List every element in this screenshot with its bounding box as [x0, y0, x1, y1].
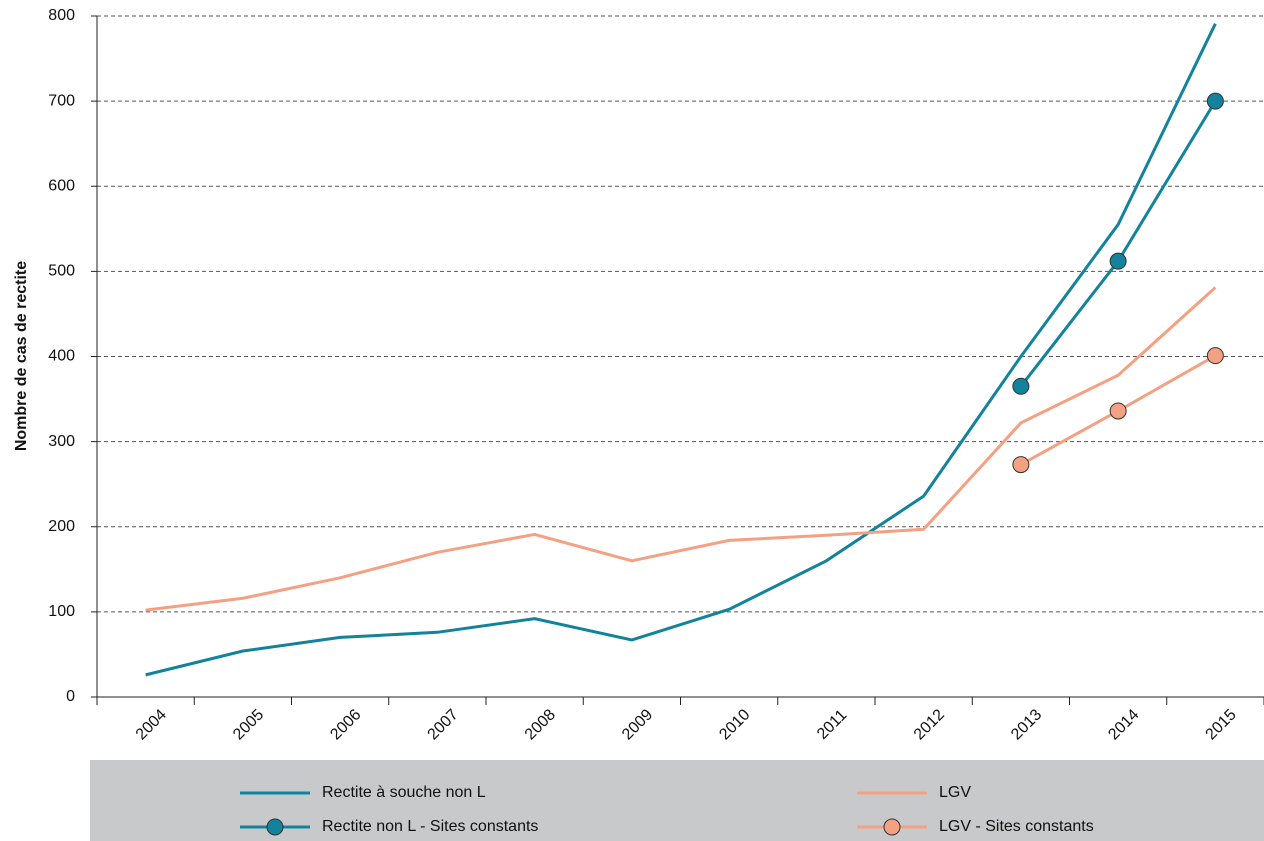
- x-tick-label: 2013: [1008, 706, 1045, 743]
- line: [145, 23, 1217, 677]
- y-tick-label: 700: [48, 92, 75, 109]
- legend-marker: [883, 818, 901, 836]
- x-tick-label: 2014: [1105, 706, 1142, 743]
- point: [1012, 377, 1030, 395]
- x-tick-label: 2007: [425, 706, 462, 743]
- y-tick-label: 200: [48, 518, 75, 535]
- x-tick-label: 2009: [619, 706, 656, 743]
- x-tick-label: 2005: [230, 706, 267, 743]
- x-tick-label: 2004: [133, 706, 170, 743]
- y-tick-label: 300: [48, 433, 75, 450]
- legend-label: LGV: [939, 784, 971, 801]
- legend-label: LGV - Sites constants: [939, 818, 1094, 835]
- legend-marker: [266, 818, 284, 836]
- point: [1109, 252, 1127, 270]
- x-tick-label: 2011: [814, 707, 850, 743]
- y-tick-label: 100: [48, 603, 75, 620]
- point: [1109, 402, 1127, 420]
- x-tick-label: 2012: [911, 706, 948, 743]
- x-tick-label: 2010: [716, 706, 753, 743]
- y-tick-label: 500: [48, 263, 75, 280]
- line: [1019, 100, 1217, 388]
- y-tick-label: 0: [66, 688, 75, 705]
- y-tick-label: 400: [48, 348, 75, 365]
- legend-label: Rectite non L - Sites constants: [322, 818, 538, 835]
- point: [1012, 456, 1030, 474]
- line: [145, 286, 1217, 612]
- point: [1206, 92, 1224, 110]
- point: [1206, 347, 1224, 365]
- y-tick-label: 600: [48, 177, 75, 194]
- legend-label: Rectite à souche non L: [322, 784, 486, 801]
- y-tick-label: 800: [48, 7, 75, 24]
- x-tick-label: 2015: [1203, 706, 1240, 743]
- x-tick-label: 2006: [327, 706, 364, 743]
- y-axis-label: Nombre de cas de rectite: [13, 261, 30, 451]
- x-tick-label: 2008: [522, 706, 559, 743]
